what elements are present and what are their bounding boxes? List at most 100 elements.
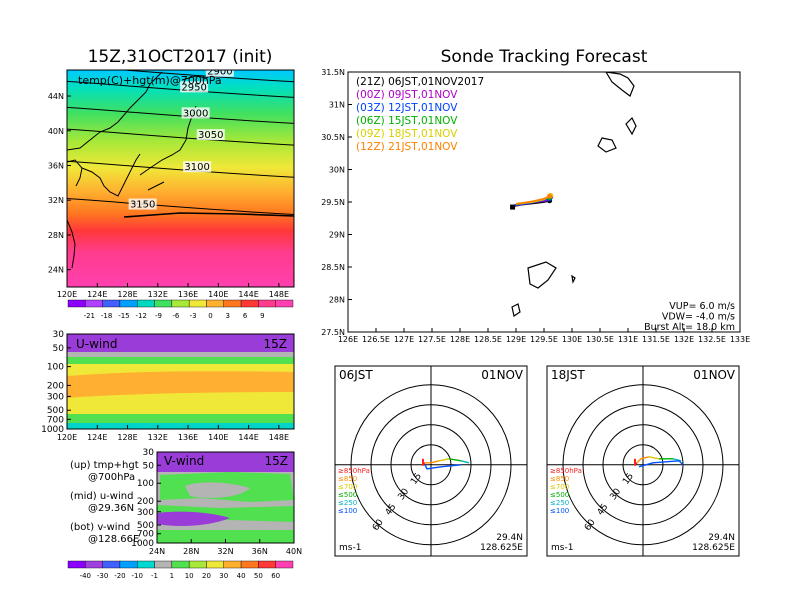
y-tick-label: 1000 xyxy=(41,425,64,435)
colorbar-label: -6 xyxy=(172,312,180,320)
legend-entry: (06Z) 15JST,01NOV xyxy=(356,115,458,127)
hodograph-trace xyxy=(424,464,462,470)
x-tick-label: 129.5E xyxy=(530,335,558,344)
colorbar-swatch xyxy=(154,560,173,569)
legend-entry: (03Z) 12JST,01NOV xyxy=(356,102,458,114)
colorbar-swatch xyxy=(258,299,276,308)
hodograph-trace xyxy=(648,456,660,460)
x-tick-label: 144E xyxy=(238,290,258,299)
level-legend: ≤850 xyxy=(338,475,357,483)
colorbar-label: -18 xyxy=(101,312,112,320)
y-tick-label: 700 xyxy=(137,530,154,540)
hodograph-trace xyxy=(438,458,450,462)
y-tick-label: 200 xyxy=(137,497,154,507)
colorbar-label: 1 xyxy=(170,572,174,580)
x-tick-label: 120E xyxy=(57,290,77,299)
x-tick-label: 136E xyxy=(178,290,198,299)
x-tick-label: 130.5E xyxy=(586,335,614,344)
colorbar-swatch xyxy=(258,560,276,569)
uwind-x-ticks: 120E 124E 128E 132E 136E 140E 144E 148E xyxy=(57,425,289,442)
x-tick-label: 124E xyxy=(87,290,107,299)
vwind-purple-low xyxy=(157,511,230,526)
x-tick-label: 128E xyxy=(117,433,137,442)
x-tick-label: 132E xyxy=(148,433,168,442)
colorbar-label: -9 xyxy=(155,312,162,320)
colorbar-label: -12 xyxy=(136,312,147,320)
level-legend: ≤250 xyxy=(550,499,569,507)
contour-line xyxy=(67,198,294,216)
colorbar-label: 30 xyxy=(219,572,228,580)
level-legend: ≤500 xyxy=(550,491,569,499)
colorbar-label: 20 xyxy=(202,572,211,580)
colorbar-swatch xyxy=(275,299,294,308)
y-tick-label: 500 xyxy=(137,521,154,531)
contour-line xyxy=(67,106,294,124)
side-label-up-1: (up) tmp+hgt xyxy=(70,460,139,471)
colorbar-label: 50 xyxy=(254,572,263,580)
x-tick-label: 127.5E xyxy=(418,335,446,344)
y-tick-label: 31N xyxy=(329,101,345,110)
colorbar-label: -15 xyxy=(118,312,129,320)
trajectory-line xyxy=(123,212,294,218)
x-tick-label: 144E xyxy=(238,433,258,442)
x-tick-label: 148E xyxy=(269,433,289,442)
legend-entry: (09Z) 18JST,01NOV xyxy=(356,128,458,140)
hodograph-time: 06JST xyxy=(339,368,373,382)
track-x-ticks: 126E 126.5E 127E 127.5E 128E 128.5E 129E 129.5E… xyxy=(338,328,750,344)
y-tick-label: 28N xyxy=(48,231,64,240)
hodograph-trace xyxy=(636,456,650,464)
y-tick-label: 100 xyxy=(47,363,64,373)
colorbar-swatch xyxy=(102,560,121,569)
x-tick-label: 40N xyxy=(286,547,302,556)
upper-map-label: temp(C)+hgt(m)@700hPa xyxy=(78,74,222,87)
y-tick-label: 300 xyxy=(137,508,154,518)
x-tick-label: 32N xyxy=(217,547,233,556)
colorbar-swatch xyxy=(188,560,207,569)
y-tick-label: 28.5N xyxy=(321,263,345,272)
colorbar-label: -10 xyxy=(132,572,143,580)
contour-label-bg xyxy=(196,129,225,141)
uwind-band-cyan xyxy=(67,423,294,429)
colorbar-swatch xyxy=(154,299,173,308)
y-tick-label: 700 xyxy=(47,415,64,425)
contour-label: 2950 xyxy=(181,82,206,93)
y-tick-label: 27.5N xyxy=(321,328,345,337)
hodograph-trace xyxy=(425,460,440,464)
y-tick-label: 50 xyxy=(53,344,65,354)
uwind-band-purple xyxy=(67,334,294,356)
x-tick-label: 120E xyxy=(57,433,77,442)
y-tick-label: 31.5N xyxy=(321,68,345,77)
colorbar-swatch xyxy=(171,560,190,569)
contour-label: 3100 xyxy=(184,162,209,173)
x-tick-label: 131.5E xyxy=(642,335,670,344)
level-legend: ≤700 xyxy=(338,483,357,491)
colorbar-swatch xyxy=(188,299,207,308)
track-coastlines xyxy=(511,72,637,317)
colorbar-swatch xyxy=(171,299,190,308)
x-tick-label: 129E xyxy=(506,335,526,344)
x-tick-label: 24N xyxy=(149,547,165,556)
y-tick-label: 200 xyxy=(47,381,64,391)
colorbar-label: 9 xyxy=(260,312,264,320)
y-tick-label: 32N xyxy=(48,196,64,205)
y-tick-label: 30 xyxy=(143,448,155,458)
x-tick-label: 131E xyxy=(618,335,638,344)
track-map-title: Sonde Tracking Forecast xyxy=(441,47,648,67)
uwind-band-light xyxy=(67,394,294,414)
y-tick-label: 1000 xyxy=(131,539,154,549)
y-tick-label: 28N xyxy=(329,296,345,305)
track-annotation: VDW= -4.0 m/s xyxy=(662,312,735,323)
x-tick-label: 136E xyxy=(178,433,198,442)
colorbar-label: 6 xyxy=(243,312,248,320)
colorbar-label: 3 xyxy=(226,312,230,320)
x-tick-label: 36N xyxy=(252,547,268,556)
hodograph-unit: ms-1 xyxy=(551,543,573,553)
contour-line xyxy=(67,160,294,178)
colorbar-label: 0 xyxy=(208,312,212,320)
